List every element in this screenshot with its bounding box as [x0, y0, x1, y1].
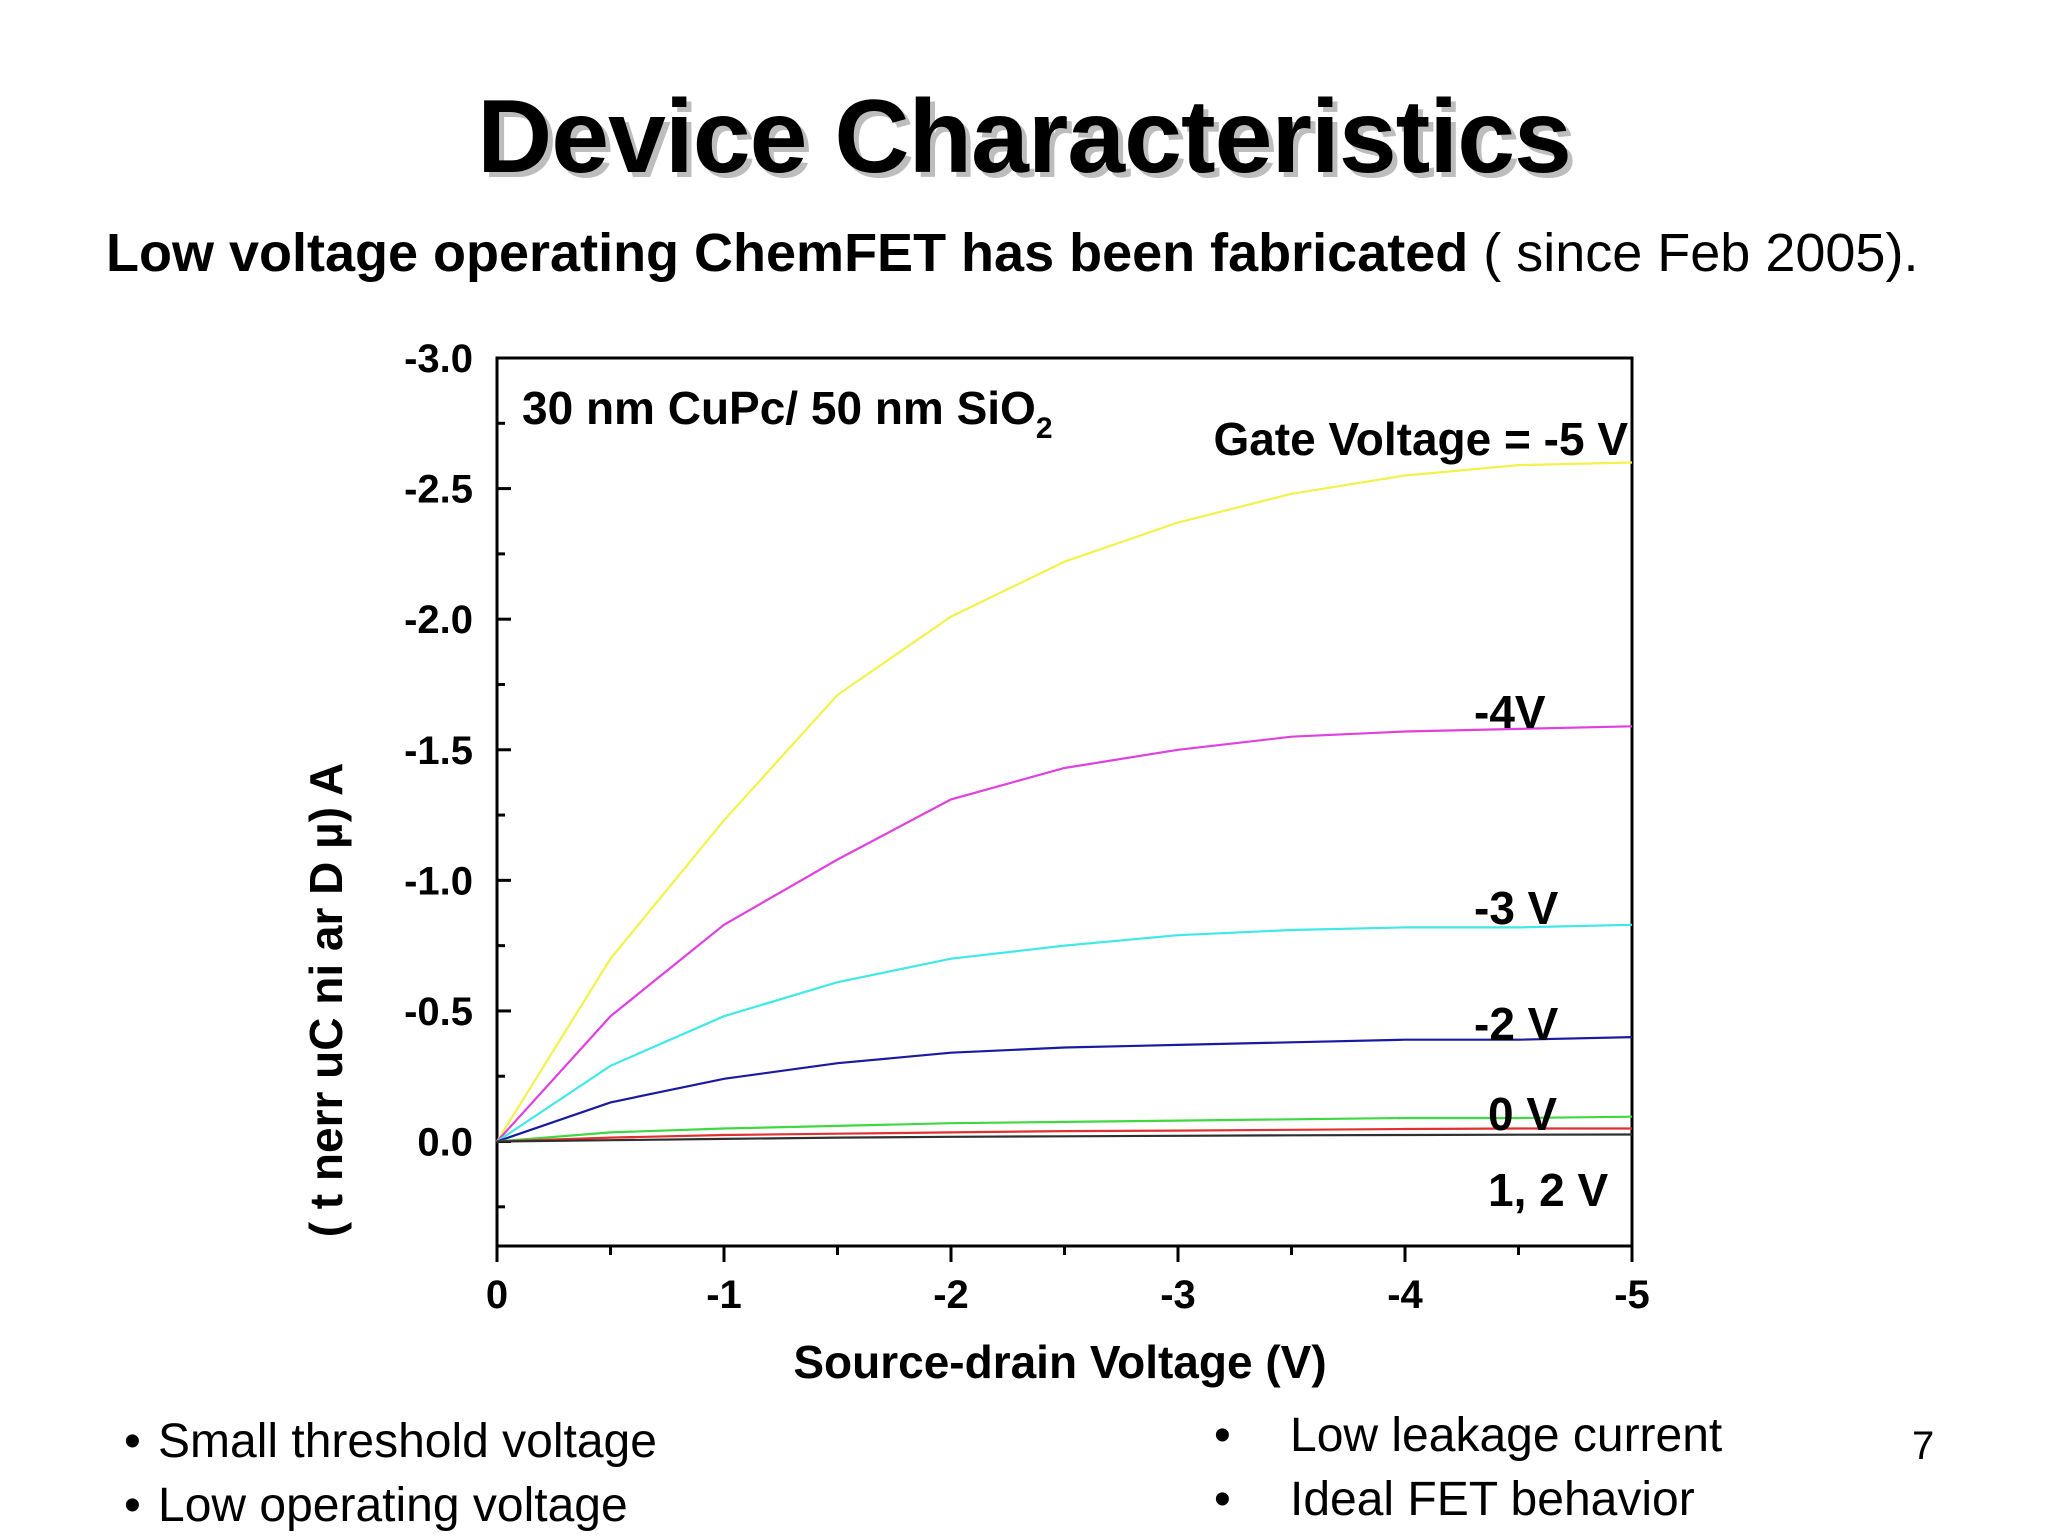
bullet-item: • Ideal FET behavior	[1214, 1468, 1722, 1532]
series-labels: Gate Voltage = -5 V -4V -3 V -2 V 0 V 1, 2 V	[1213, 413, 1628, 1216]
x-axis-title: Source-drain Voltage (V)	[793, 1336, 1326, 1388]
y-tick-label: 0.0	[417, 1121, 473, 1165]
series-line	[496, 1133, 1633, 1143]
slide-title: Device Characteristics	[477, 79, 1572, 195]
series-line	[496, 1115, 1633, 1143]
page-number: 7	[1912, 1424, 1935, 1468]
series-label: Gate Voltage = -5 V	[1213, 413, 1628, 465]
plot-frame	[495, 356, 1634, 1248]
bullets-left: • Small threshold voltage • Low operating …	[124, 1410, 657, 1538]
subtitle-date-text: ( since Feb 2005).	[1468, 223, 1919, 283]
x-tick-label: -4	[1387, 1273, 1423, 1317]
series-label: 1, 2 V	[1488, 1164, 1609, 1216]
bullet-glyph: •	[1214, 1473, 1231, 1526]
bullet-item: • Small threshold voltage	[124, 1410, 657, 1474]
series-label: -4V	[1474, 686, 1546, 738]
y-tick-label: -3.0	[404, 337, 473, 381]
y-axis-title: ( t nerr uC ni ar D µ) A	[300, 763, 352, 1238]
x-tick-label: -3	[1160, 1273, 1196, 1317]
device-annotation: 30 nm CuPc/ 50 nm SiO2	[522, 382, 1053, 445]
y-tick-label: -0.5	[404, 990, 473, 1034]
series-label: -2 V	[1474, 998, 1559, 1050]
y-axis-ticks: 0.0 -0.5 -1.0 -1.5 -2.0 -2.5 -3.0	[404, 337, 511, 1209]
x-tick-label: -2	[933, 1273, 969, 1317]
y-tick-label: -2.5	[404, 468, 473, 512]
subtitle-bold-text: Low voltage operating ChemFET has been f…	[106, 223, 1469, 283]
device-annotation-subscript: 2	[1036, 412, 1053, 445]
series-lines	[496, 461, 1633, 1143]
bullet-item: • Low leakage current	[1214, 1404, 1722, 1468]
bullet-glyph: •	[124, 1415, 141, 1468]
series-label: -3 V	[1474, 882, 1559, 934]
series-line	[496, 923, 1633, 1143]
x-tick-label: -5	[1614, 1273, 1650, 1317]
device-annotation-text: 30 nm CuPc/ 50 nm SiO	[522, 382, 1036, 434]
series-line	[496, 461, 1633, 1143]
series-line	[496, 1036, 1633, 1143]
bullet-item: • Low operating voltage	[124, 1474, 657, 1538]
x-tick-label: -1	[706, 1273, 742, 1317]
slide-subtitle: Low voltage operating ChemFET has been f…	[106, 222, 2046, 284]
y-tick-label: -1.0	[404, 859, 473, 903]
series-line	[496, 1127, 1632, 1143]
bullet-glyph: •	[1214, 1409, 1231, 1462]
series-line	[496, 725, 1633, 1143]
series-label: 0 V	[1488, 1088, 1557, 1140]
x-tick-label: 0	[486, 1273, 508, 1317]
y-tick-label: -2.0	[404, 598, 473, 642]
y-tick-label: -1.5	[404, 729, 473, 773]
x-axis-ticks: 0 -1 -2 -3 -4 -5	[486, 1246, 1650, 1317]
bullets-right: • Low leakage current • Ideal FET behavior	[1214, 1404, 1722, 1532]
bullet-glyph: •	[124, 1479, 141, 1532]
